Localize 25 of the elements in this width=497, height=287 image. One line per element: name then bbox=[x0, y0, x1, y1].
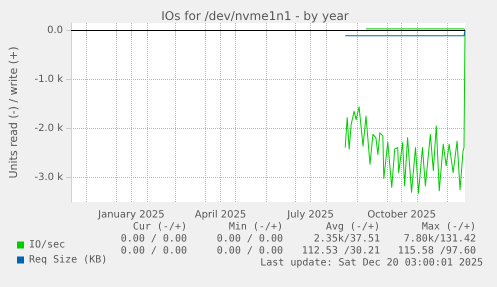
y-axis-title: Units read (-) / write (+) bbox=[7, 46, 20, 179]
text: 7.80k/131.42 bbox=[404, 234, 476, 244]
x-tick-label: July 2025 bbox=[286, 210, 334, 220]
y-tick-label: -3.0 k bbox=[34, 172, 64, 183]
text: Avg (-/+) bbox=[326, 222, 380, 232]
x-tick-label: April 2025 bbox=[194, 210, 246, 220]
text: Max (-/+) bbox=[422, 222, 476, 232]
y-tick-label: 0.0 bbox=[47, 24, 63, 36]
legend-label: Req Size (KB) bbox=[29, 254, 108, 266]
x-tick-label: January 2025 bbox=[97, 210, 165, 220]
x-tick-label: October 2025 bbox=[367, 210, 436, 220]
y-tick-label: -1.0 k bbox=[34, 74, 64, 85]
text: 115.58 /97.60 bbox=[398, 246, 476, 256]
text: 0.00 / 0.00 bbox=[120, 246, 187, 256]
text: Last update: Sat Dec 20 03:00:01 2025 bbox=[260, 258, 483, 268]
chart-title: IOs for /dev/nvme1n1 - by year bbox=[161, 9, 349, 23]
text: 0.00 / 0.00 bbox=[216, 234, 283, 244]
legend-label: IO/sec bbox=[29, 240, 66, 250]
text: 0.00 / 0.00 bbox=[120, 234, 187, 244]
text: Min (-/+) bbox=[228, 222, 283, 232]
text: 0.00 / 0.00 bbox=[216, 246, 283, 256]
text: Cur (-/+) bbox=[132, 222, 187, 232]
y-tick-label: -2.0 k bbox=[34, 122, 64, 134]
text: 112.53 /30.21 bbox=[302, 246, 380, 256]
text: 2.35k/37.51 bbox=[314, 234, 380, 244]
